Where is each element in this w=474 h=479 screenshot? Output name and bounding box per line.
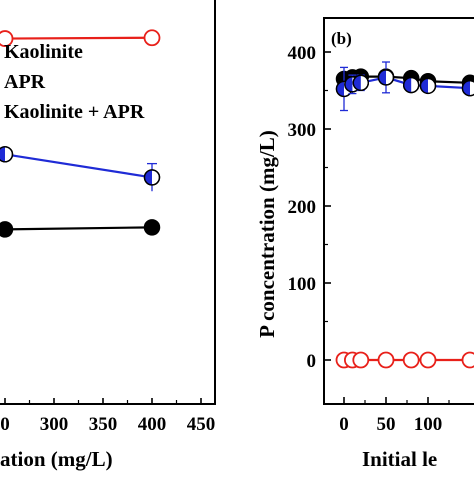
- panel-a-line-kaolinite-apr: [5, 154, 152, 177]
- panel-a-legend-entry: Kaolinite: [4, 41, 83, 63]
- panel-a-line-kaolinite: [5, 227, 152, 229]
- panel-b-point-apr: [421, 353, 436, 368]
- panel-b-point-apr: [353, 353, 368, 368]
- panel-b-x-tick-label: 50: [377, 414, 396, 435]
- panel-a-x-tick-label: 350: [89, 414, 118, 435]
- panel-b-x-tick-label: 0: [339, 414, 349, 435]
- panel-b-point-kaolinite-apr: [353, 75, 368, 90]
- panel-b-y-tick-label: 400: [288, 43, 317, 64]
- panel-a-legend-entry: APR: [4, 71, 46, 93]
- panel-a-legend-entry: Kaolinite + APR: [4, 101, 145, 123]
- panel-b-y-tick-label: 200: [288, 197, 317, 218]
- panel-b-point-apr: [379, 353, 394, 368]
- panel-b: 0 100 200 300 400 0 50 100 (b) P concentration …: [255, 18, 474, 471]
- panel-b-point-kaolinite-apr: [463, 81, 474, 96]
- panel-b-label: (b): [331, 29, 352, 48]
- panel-b-point-apr: [404, 353, 419, 368]
- panel-b-point-kaolinite-apr: [421, 78, 436, 93]
- panel-a-x-tick-label: 400: [138, 414, 167, 435]
- panel-b-point-kaolinite-apr: [404, 78, 419, 93]
- panel-b-y-tick-label: 0: [307, 351, 317, 372]
- panel-b-y-tick-label: 100: [288, 274, 317, 295]
- panel-a-point-kaolinite-apr: [0, 147, 13, 162]
- panel-a-x-tick-label: 0: [0, 414, 10, 435]
- panel-a-point-kaolinite-apr: [145, 170, 160, 185]
- panel-b-ticks: 0 100 200 300 400 0 50 100: [288, 43, 450, 435]
- panel-a-point-apr: [145, 30, 160, 45]
- panel-b-point-kaolinite-apr: [379, 70, 394, 85]
- panel-b-series-apr: [337, 353, 474, 368]
- panel-a-x-tick-label: 300: [40, 414, 69, 435]
- panel-a-x-tick-label: 450: [187, 414, 216, 435]
- panel-b-plot-area: [337, 62, 474, 367]
- panel-b-x-axis-label: Initial le: [362, 447, 437, 471]
- panel-b-x-tick-label: 100: [414, 414, 443, 435]
- panel-b-y-tick-label: 300: [288, 120, 317, 141]
- panel-a-line-apr: [5, 38, 152, 39]
- panel-a-series-kaolinite: [0, 220, 160, 237]
- panel-a-point-kaolinite: [0, 222, 13, 237]
- panel-a-series-kaolinite-apr: [0, 147, 160, 191]
- panel-a-point-kaolinite: [145, 220, 160, 235]
- panel-a: 0 300 350 400 450 Kaolinite APR Kaolinite + AP…: [0, 0, 216, 471]
- panel-b-point-apr: [463, 353, 474, 368]
- panel-a-x-axis-label: ation (mg/L): [0, 447, 113, 471]
- panel-a-legend: Kaolinite APR Kaolinite + APR: [4, 41, 145, 123]
- panel-b-y-axis-label: P concentration (mg/L): [255, 130, 279, 338]
